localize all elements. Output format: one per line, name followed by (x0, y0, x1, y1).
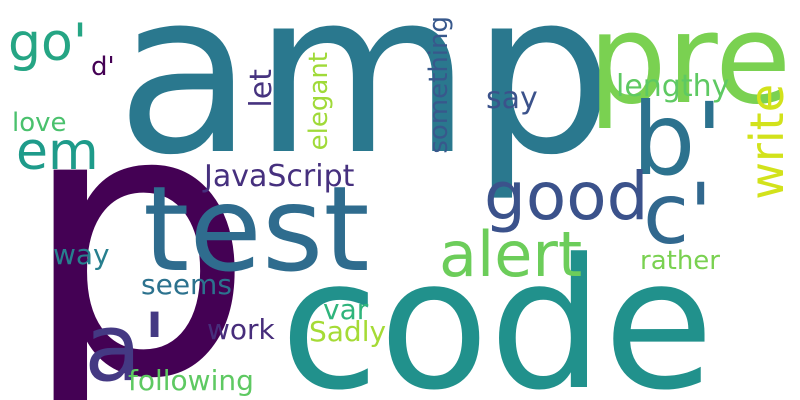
word-sadly: Sadly (309, 315, 387, 348)
word-em: em (16, 122, 99, 182)
word-alert: alert (439, 218, 583, 291)
word-amp: amp (116, 0, 614, 204)
word-elegant: elegant (304, 52, 334, 151)
word-say: say (486, 81, 538, 116)
word-go: go' (8, 13, 88, 73)
word-var: var (323, 293, 369, 326)
word-let: let (244, 69, 279, 108)
word-rather: rather (640, 246, 720, 276)
word-seems: seems (141, 268, 232, 301)
word-c: c' (643, 165, 713, 263)
word-d: d' (91, 52, 115, 82)
word-test: test (143, 160, 370, 298)
word-following: following (128, 364, 254, 397)
word-good: good (484, 158, 649, 235)
word-p: p (20, 30, 255, 400)
word-pre: pre (588, 0, 792, 132)
word-something: something (424, 16, 454, 154)
word-javascript: JavaScript (204, 159, 355, 194)
word-love: love (12, 108, 67, 138)
word-a: a' (84, 294, 168, 400)
word-lengthy: lengthy (616, 69, 730, 104)
word-b: b' (632, 81, 723, 198)
word-way: way (53, 238, 110, 271)
word-code: code (280, 221, 715, 400)
word-write: write (740, 84, 794, 200)
word-work: work (207, 313, 275, 346)
